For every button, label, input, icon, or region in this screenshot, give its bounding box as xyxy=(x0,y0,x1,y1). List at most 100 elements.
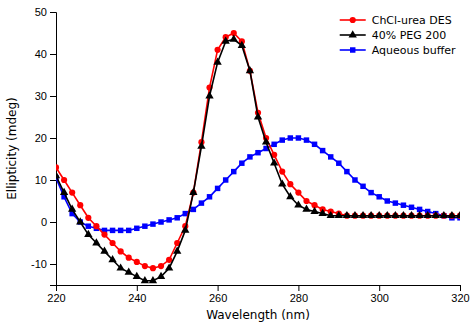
y-tick: 10 xyxy=(35,174,56,186)
y-axis-line xyxy=(50,13,57,286)
y-tick-label: 30 xyxy=(35,90,47,102)
y-tick: 40 xyxy=(35,48,56,60)
data-point xyxy=(142,223,147,228)
data-point xyxy=(108,255,116,262)
data-point xyxy=(142,263,148,269)
data-point xyxy=(294,200,302,207)
data-point xyxy=(158,263,164,269)
data-point xyxy=(85,215,91,221)
data-point xyxy=(118,228,123,233)
x-tick: 320 xyxy=(451,285,469,304)
data-point xyxy=(61,177,67,183)
data-point xyxy=(134,259,140,265)
data-point xyxy=(215,47,221,53)
data-point xyxy=(336,160,341,165)
legend: ChCl-urea DES40% PEG 200Aqueous buffer xyxy=(340,14,456,57)
data-point xyxy=(215,186,220,191)
data-point xyxy=(271,142,276,147)
chart: 220240260280300320-1001020304050ChCl-ure… xyxy=(0,0,474,327)
data-point xyxy=(409,205,414,210)
data-point xyxy=(288,135,293,140)
y-tick-label: -10 xyxy=(31,258,47,270)
legend-label: ChCl-urea DES xyxy=(372,14,452,27)
data-point xyxy=(415,211,423,218)
y-tick-mark xyxy=(50,54,56,55)
data-point xyxy=(222,37,230,44)
data-point xyxy=(456,211,460,218)
series-line xyxy=(56,39,460,280)
data-point xyxy=(401,202,406,207)
data-point xyxy=(109,240,115,246)
data-point xyxy=(352,177,357,182)
data-point xyxy=(231,169,236,174)
data-point xyxy=(448,211,456,218)
plot-area: 220240260280300320-1001020304050ChCl-ure… xyxy=(31,6,470,304)
data-point xyxy=(141,276,149,283)
data-point xyxy=(304,137,309,142)
legend-item: 40% PEG 200 xyxy=(340,29,447,42)
data-point xyxy=(76,217,84,224)
data-point xyxy=(247,154,252,159)
x-axis-line xyxy=(57,286,461,292)
series xyxy=(56,135,460,233)
data-point xyxy=(303,198,309,204)
data-point xyxy=(77,202,83,208)
legend-label: 40% PEG 200 xyxy=(372,29,447,42)
x-tick-label: 240 xyxy=(128,292,146,304)
y-tick: 30 xyxy=(35,90,56,102)
data-point xyxy=(239,160,244,165)
data-point xyxy=(199,200,204,205)
data-point xyxy=(302,205,310,212)
data-point xyxy=(279,169,285,175)
data-point xyxy=(278,179,286,186)
x-tick: 220 xyxy=(47,285,65,304)
data-point xyxy=(230,34,238,41)
data-point xyxy=(383,211,391,218)
y-tick-mark xyxy=(50,12,56,13)
data-point xyxy=(157,272,165,279)
legend-swatch-marker xyxy=(350,17,356,23)
y-tick-label: 10 xyxy=(35,174,47,186)
x-tick-label: 300 xyxy=(371,292,389,304)
data-point xyxy=(440,211,448,218)
y-tick: -10 xyxy=(31,258,56,270)
y-tick: 0 xyxy=(41,216,56,228)
y-tick: 20 xyxy=(35,132,56,144)
data-point xyxy=(56,171,60,178)
data-point xyxy=(191,207,196,212)
series-line xyxy=(56,33,460,268)
data-point xyxy=(205,91,213,98)
data-point xyxy=(134,226,139,231)
x-tick: 280 xyxy=(290,285,308,304)
data-point xyxy=(110,228,115,233)
y-tick-label: 20 xyxy=(35,132,47,144)
legend-item: ChCl-urea DES xyxy=(340,14,452,27)
data-point xyxy=(116,263,124,270)
data-point xyxy=(69,190,75,196)
data-point xyxy=(173,247,181,254)
data-point xyxy=(68,205,76,212)
x-tick: 300 xyxy=(371,285,389,304)
data-point xyxy=(375,211,383,218)
data-point xyxy=(213,58,221,65)
y-axis: -1001020304050 xyxy=(31,6,56,285)
x-tick-mark xyxy=(218,285,219,291)
data-point xyxy=(280,137,285,142)
x-tick-mark xyxy=(137,285,138,291)
data-point xyxy=(86,223,91,228)
data-point xyxy=(295,190,301,196)
data-point xyxy=(287,181,293,187)
data-point xyxy=(407,211,415,218)
x-tick: 240 xyxy=(128,285,146,304)
data-point xyxy=(255,150,260,155)
data-point xyxy=(158,219,163,224)
data-point xyxy=(126,228,131,233)
data-point xyxy=(376,194,381,199)
data-point xyxy=(92,238,100,245)
x-tick-mark xyxy=(460,285,461,291)
data-point xyxy=(328,154,333,159)
data-point xyxy=(56,164,59,170)
y-tick-mark xyxy=(50,96,56,97)
data-point xyxy=(174,215,179,220)
x-axis: 220240260280300320 xyxy=(47,285,469,304)
